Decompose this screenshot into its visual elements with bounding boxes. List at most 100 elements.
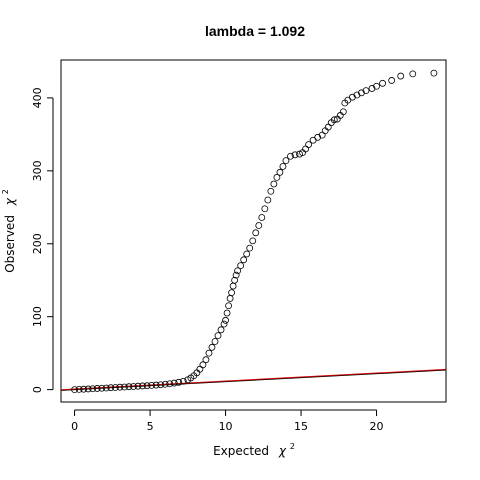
reference-lines	[60, 368, 447, 391]
x-tick-label: 5	[147, 420, 154, 433]
data-point	[237, 262, 245, 270]
data-point	[170, 379, 178, 387]
data-point	[166, 380, 174, 388]
data-point	[232, 271, 240, 279]
data-point	[348, 93, 356, 101]
data-point	[111, 384, 119, 391]
data-point	[409, 70, 417, 78]
data-point	[152, 381, 160, 389]
data-point	[291, 151, 299, 159]
data-point	[143, 382, 151, 390]
x-tick-label: 0	[71, 420, 78, 433]
y-axis-label-symbol: χ	[3, 197, 17, 206]
data-point	[214, 332, 222, 340]
data-point	[125, 383, 133, 391]
data-point	[353, 91, 361, 99]
data-point	[199, 361, 207, 369]
data-point	[368, 85, 376, 92]
data-point	[130, 383, 137, 390]
data-point	[358, 89, 365, 97]
data-point	[229, 282, 237, 290]
data-point	[255, 222, 263, 229]
data-point	[80, 385, 88, 393]
data-point	[208, 343, 216, 351]
x-axis-label: Expected χ 2	[213, 442, 295, 458]
data-point	[121, 383, 128, 391]
data-point	[217, 326, 225, 334]
data-point	[309, 136, 317, 144]
x-tick-label: 10	[219, 420, 233, 433]
data-point	[397, 72, 405, 80]
data-point	[330, 116, 338, 124]
data-point	[71, 386, 78, 394]
data-point	[228, 289, 236, 297]
data-point	[246, 244, 254, 252]
data-point	[157, 381, 165, 389]
y-axis-label-text: Observed	[3, 215, 17, 273]
chart-title: lambda = 1.092	[205, 23, 305, 39]
data-point	[93, 385, 101, 392]
data-point	[252, 229, 260, 237]
reference-line-red	[60, 368, 447, 391]
data-point	[220, 320, 228, 328]
data-point	[202, 356, 210, 364]
x-axis-label-superscript: 2	[290, 442, 295, 451]
data-point	[240, 256, 248, 264]
y-axis-label: Observed χ 2	[1, 189, 17, 273]
data-point	[305, 141, 313, 148]
data-point	[430, 69, 438, 77]
data-point	[339, 108, 347, 116]
data-point	[98, 384, 106, 392]
y-tick-label: 200	[31, 233, 44, 254]
plot-frame	[60, 59, 447, 403]
x-axis-label-text: Expected	[213, 444, 269, 458]
data-point	[161, 380, 169, 388]
data-point	[84, 385, 92, 393]
data-point	[362, 87, 370, 95]
y-tick-label: 400	[31, 87, 44, 108]
data-point	[211, 338, 219, 345]
data-point	[388, 77, 396, 84]
data-point	[226, 295, 234, 302]
x-tick-label: 15	[294, 420, 308, 433]
data-point	[225, 302, 232, 310]
data-point	[134, 382, 142, 390]
data-point	[314, 133, 322, 141]
data-point	[258, 214, 266, 221]
data-point	[205, 349, 213, 357]
data-point	[75, 385, 83, 393]
data-point	[107, 384, 115, 392]
data-point	[231, 276, 239, 284]
y-tick-label: 0	[31, 386, 44, 393]
data-point	[379, 79, 386, 87]
data-point	[276, 168, 284, 176]
data-point	[270, 180, 278, 188]
data-points	[71, 69, 438, 394]
y-axis: 0 100 200 300 400	[31, 87, 54, 393]
data-point	[234, 267, 242, 275]
data-point	[261, 205, 269, 213]
data-point	[148, 381, 155, 389]
data-point	[175, 378, 183, 386]
data-point	[267, 187, 275, 195]
data-point	[249, 237, 257, 245]
y-tick-label: 100	[31, 306, 44, 327]
y-tick-label: 300	[31, 160, 44, 181]
data-point	[264, 196, 272, 204]
data-point	[243, 250, 251, 258]
data-point	[179, 377, 187, 385]
x-tick-label: 20	[370, 420, 384, 433]
y-axis-label-superscript: 2	[1, 189, 10, 194]
data-point	[223, 309, 231, 317]
data-point	[287, 152, 294, 160]
data-point	[279, 163, 287, 170]
data-point	[222, 316, 229, 324]
data-point	[102, 384, 110, 392]
data-point	[139, 382, 146, 390]
data-point	[273, 174, 281, 181]
data-point	[116, 383, 124, 391]
x-axis-label-symbol: χ	[278, 444, 287, 458]
data-point	[89, 385, 97, 393]
x-axis: 0 5 10 15 20	[71, 409, 384, 433]
